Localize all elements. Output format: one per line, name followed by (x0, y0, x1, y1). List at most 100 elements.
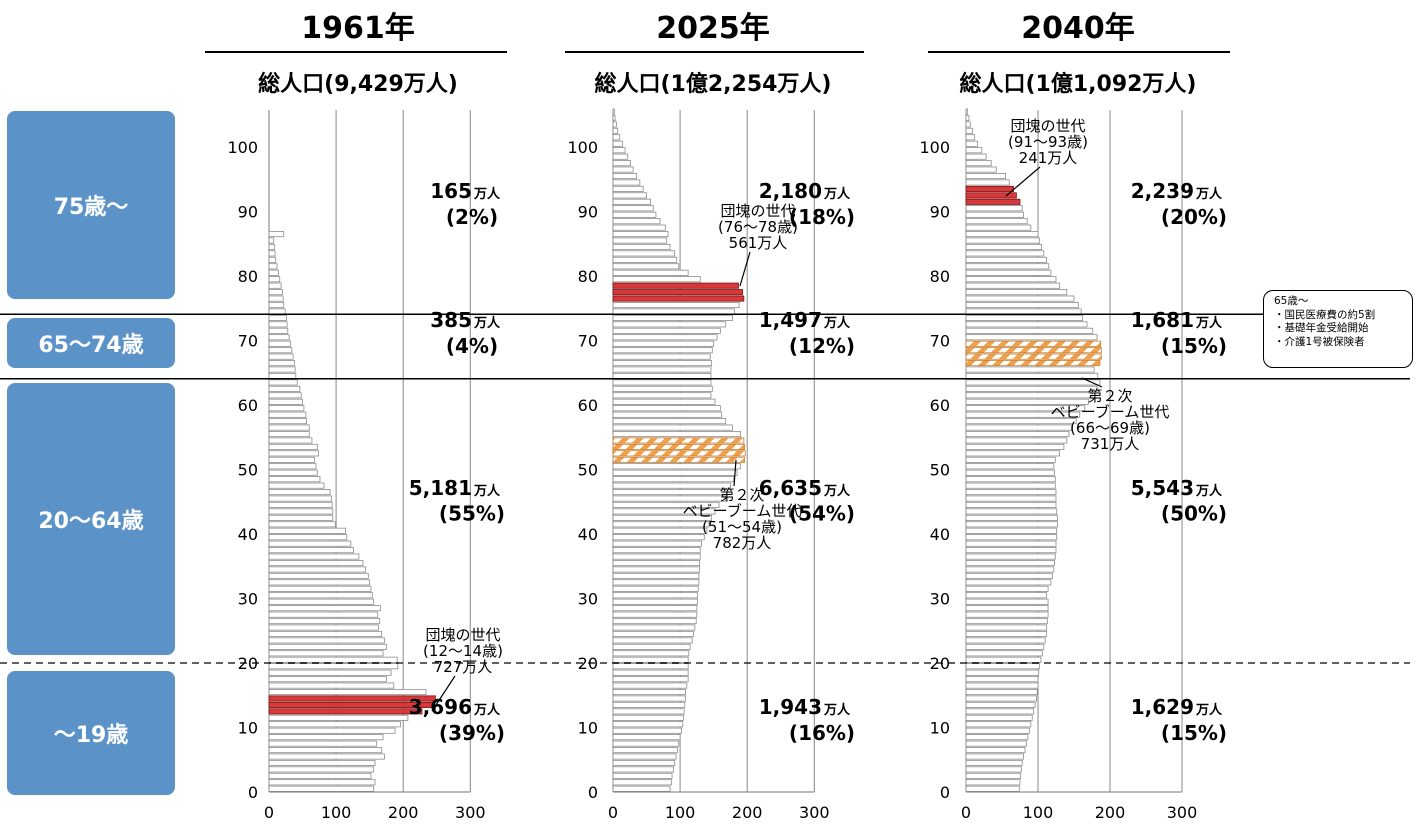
population-bar (965, 495, 1057, 502)
population-bar (965, 243, 1042, 251)
population-bar (612, 360, 713, 367)
population-bar (612, 424, 733, 431)
group-total-unit: 万人 (473, 483, 501, 499)
y-tick-label: 70 (238, 332, 258, 351)
population-bar (965, 340, 1102, 347)
annotation-text: (76～78歳) (718, 218, 798, 236)
annotation-text: 727万人 (434, 658, 493, 676)
annotation-text: 782万人 (713, 534, 772, 552)
population-bar (612, 489, 728, 496)
population-bar (965, 398, 1089, 405)
population-bar (268, 282, 282, 289)
group-total-unit: 万人 (1195, 483, 1223, 499)
population-bar (268, 637, 385, 644)
y-tick-label: 90 (578, 203, 598, 222)
population-bar (612, 759, 676, 766)
population-bar (965, 643, 1045, 650)
population-bar (612, 295, 745, 302)
population-bar (965, 482, 1056, 489)
population-bar (612, 411, 723, 418)
population-bar (965, 127, 973, 134)
population-bar (612, 198, 651, 205)
population-bar (612, 772, 673, 779)
population-bar (268, 611, 379, 618)
y-tick-label: 40 (238, 525, 258, 544)
group-total-unit: 万人 (823, 702, 851, 718)
population-bar (612, 656, 689, 663)
population-bar (612, 263, 680, 270)
population-bar (965, 747, 1026, 754)
group-share-label: (50%) (1161, 502, 1227, 526)
population-bar (965, 211, 1024, 218)
population-bar (965, 721, 1032, 728)
population-bar (965, 301, 1079, 309)
population-bar (965, 385, 1098, 392)
population-bar (965, 650, 1043, 657)
population-bar (268, 405, 305, 412)
y-tick-label: 40 (930, 525, 950, 544)
y-tick-label: 0 (588, 783, 598, 802)
population-bar (612, 456, 745, 463)
population-bar (612, 501, 720, 509)
annotation-leader (733, 459, 737, 487)
group-total-label: 1,497 (759, 308, 822, 332)
population-bar (268, 430, 310, 438)
population-bar (612, 140, 623, 147)
population-bar (612, 172, 637, 180)
population-bar (268, 766, 375, 773)
population-bar (268, 411, 307, 418)
population-bar (612, 714, 684, 721)
population-bar (268, 779, 376, 786)
population-bar (965, 166, 997, 173)
group-share-label: (2%) (446, 205, 498, 229)
population-bar (612, 650, 690, 657)
y-tick-label: 100 (919, 138, 950, 157)
population-bar (965, 708, 1035, 715)
population-bar (612, 637, 693, 644)
population-bar (965, 314, 1084, 321)
population-bar (612, 766, 674, 773)
population-bar (268, 482, 325, 489)
group-total-unit: 万人 (823, 186, 851, 202)
population-bar (612, 611, 698, 618)
y-tick-label: 60 (930, 396, 950, 415)
population-bar (268, 721, 401, 728)
population-bar (965, 327, 1094, 334)
y-tick-label: 10 (930, 719, 950, 738)
x-tick-label: 300 (455, 803, 486, 822)
population-bar (965, 585, 1049, 592)
population-bar (965, 766, 1022, 773)
group-total-unit: 万人 (473, 186, 501, 202)
population-bar (612, 495, 727, 502)
population-bar (965, 785, 1020, 792)
annotation-text: 241万人 (1019, 149, 1078, 167)
group-total-label: 2,180 (759, 179, 822, 203)
population-bar (268, 295, 284, 302)
population-bar (612, 269, 689, 276)
population-bar (612, 243, 671, 251)
population-bar (268, 372, 297, 380)
population-bar (612, 108, 615, 115)
population-bar (612, 250, 676, 257)
population-bar (612, 134, 621, 141)
y-tick-label: 20 (578, 654, 598, 673)
population-bar (268, 308, 286, 315)
chart-title: 1961年 (301, 11, 415, 46)
population-bar (612, 437, 745, 444)
population-bar (965, 618, 1048, 625)
group-total-unit: 万人 (1195, 702, 1223, 718)
group-total-label: 385 (430, 308, 472, 332)
population-bar (612, 127, 619, 134)
population-bar (965, 579, 1052, 586)
population-bar (612, 160, 631, 167)
population-bar (965, 714, 1033, 721)
population-bar (965, 430, 1070, 438)
population-bar (268, 385, 301, 392)
population-bar (268, 740, 377, 747)
annotation-text: (12～14歳) (423, 642, 503, 660)
population-bar (612, 366, 712, 373)
population-bar (612, 605, 698, 612)
note-line: ・介護1号被保険者 (1274, 335, 1365, 348)
population-bar (612, 463, 741, 470)
population-bar (612, 353, 711, 360)
